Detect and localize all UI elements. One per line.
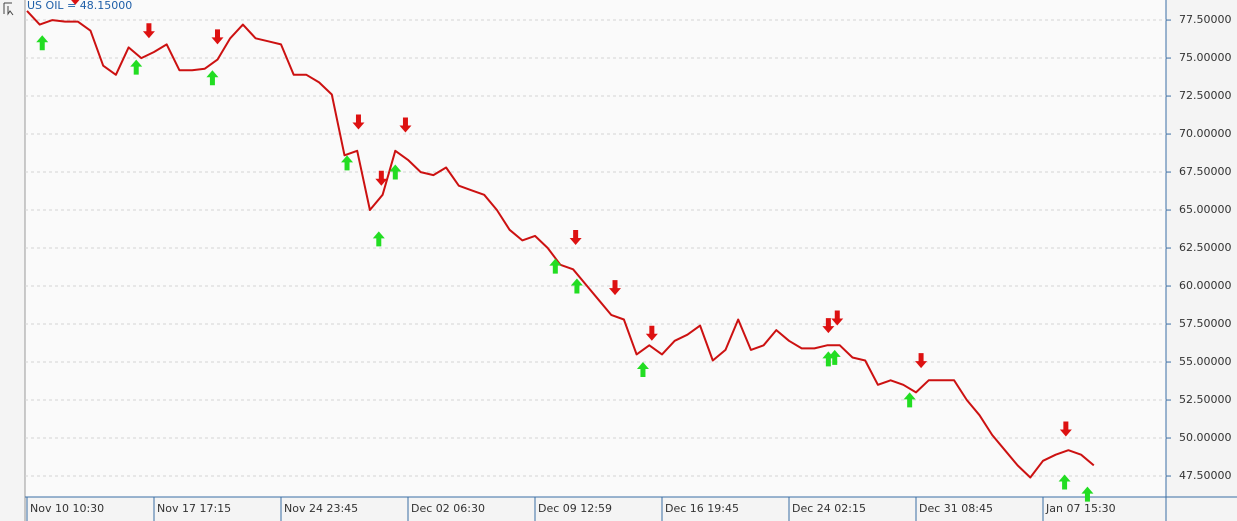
y-tick-label: 47.50000 bbox=[1179, 469, 1232, 482]
cursor-icon bbox=[3, 2, 14, 16]
signal-arrow-up bbox=[372, 231, 385, 247]
y-tick-label: 50.00000 bbox=[1179, 431, 1232, 444]
signal-arrow-up bbox=[341, 155, 354, 171]
x-tick-label: Dec 24 02:15 bbox=[792, 502, 866, 515]
y-tick-label: 72.50000 bbox=[1179, 89, 1232, 102]
signal-arrow-down bbox=[399, 117, 412, 133]
signal-arrow-up bbox=[206, 70, 219, 86]
signal-arrow-down bbox=[375, 170, 388, 186]
signal-arrow-down bbox=[822, 318, 835, 334]
y-tick-label: 57.50000 bbox=[1179, 317, 1232, 330]
signal-arrow-down bbox=[352, 114, 365, 130]
signal-arrow-down bbox=[569, 230, 582, 246]
x-tick-label: Nov 24 23:45 bbox=[284, 502, 358, 515]
y-tick-label: 70.00000 bbox=[1179, 127, 1232, 140]
signal-arrow-up bbox=[130, 59, 143, 75]
y-tick-label: 75.00000 bbox=[1179, 51, 1232, 64]
y-tick-label: 77.50000 bbox=[1179, 13, 1232, 26]
signal-arrow-down bbox=[142, 23, 155, 39]
signal-arrow-up bbox=[389, 164, 402, 180]
x-tick-label: Dec 02 06:30 bbox=[411, 502, 485, 515]
signal-arrow-up bbox=[1058, 474, 1071, 490]
signal-arrow-down bbox=[609, 280, 622, 296]
signal-arrow-down bbox=[831, 310, 844, 326]
x-tick-label: Dec 31 08:45 bbox=[919, 502, 993, 515]
x-tick-label: Dec 09 12:59 bbox=[538, 502, 612, 515]
y-tick-label: 62.50000 bbox=[1179, 241, 1232, 254]
signal-arrow-up bbox=[636, 362, 649, 378]
x-tick-label: Dec 16 19:45 bbox=[665, 502, 739, 515]
y-tick-label: 55.00000 bbox=[1179, 355, 1232, 368]
x-tick-label: Jan 07 15:30 bbox=[1045, 502, 1116, 515]
y-tick-label: 52.50000 bbox=[1179, 393, 1232, 406]
signal-arrow-up bbox=[1081, 486, 1094, 502]
signal-arrow-up bbox=[36, 35, 49, 51]
chart-title: US OIL = 48.15000 bbox=[27, 0, 132, 12]
y-tick-label: 65.00000 bbox=[1179, 203, 1232, 216]
y-tick-label: 60.00000 bbox=[1179, 279, 1232, 292]
signal-arrow-up bbox=[549, 258, 562, 274]
signal-arrow-up bbox=[828, 349, 841, 365]
signal-arrow-down bbox=[71, 0, 80, 5]
signal-arrow-up bbox=[903, 392, 916, 408]
signal-arrow-down bbox=[915, 353, 928, 369]
x-tick-label: Nov 10 10:30 bbox=[30, 502, 104, 515]
signal-arrow-down bbox=[211, 29, 224, 45]
signal-arrow-down bbox=[645, 325, 658, 341]
signal-arrow-up bbox=[570, 278, 583, 294]
signal-arrow-down bbox=[1059, 421, 1072, 437]
y-tick-label: 67.50000 bbox=[1179, 165, 1232, 178]
x-tick-label: Nov 17 17:15 bbox=[157, 502, 231, 515]
